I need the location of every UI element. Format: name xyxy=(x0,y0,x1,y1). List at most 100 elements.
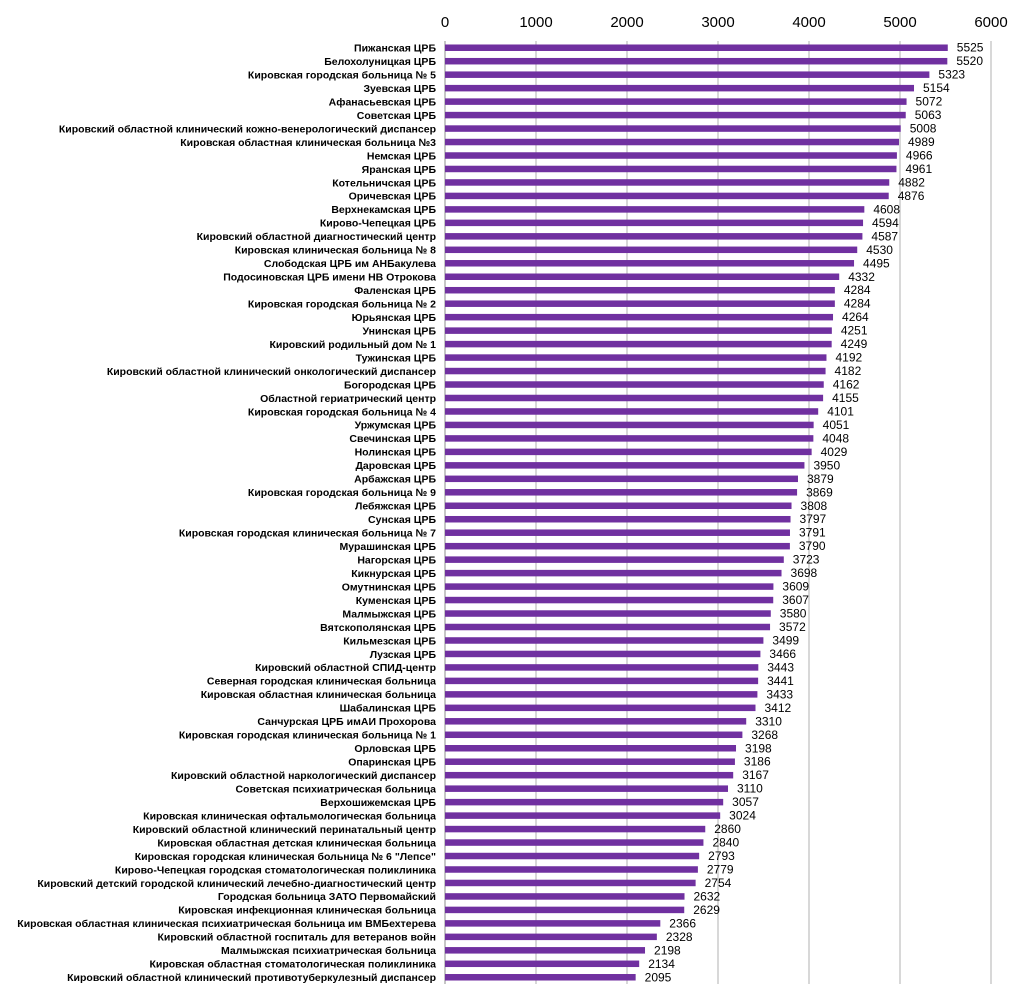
category-label: Котельничская ЦРБ xyxy=(332,177,436,189)
value-label: 2840 xyxy=(712,836,739,850)
value-label: 5154 xyxy=(923,81,950,95)
category-label: Подосиновская ЦРБ имени НВ Отрокова xyxy=(223,272,436,284)
value-label: 2629 xyxy=(693,903,720,917)
value-labels: 5525552053235154507250635008498949664961… xyxy=(645,41,984,985)
value-label: 2198 xyxy=(654,943,681,957)
category-label: Кировский областной клинический противот… xyxy=(67,972,436,984)
category-label: Богородская ЦРБ xyxy=(344,379,436,391)
bars xyxy=(445,44,948,981)
value-label: 3499 xyxy=(772,633,799,647)
category-label: Кировский областной СПИД-центр xyxy=(255,662,436,674)
value-label: 4048 xyxy=(822,431,849,445)
category-label: Фаленская ЦРБ xyxy=(354,285,436,297)
bar xyxy=(445,771,734,779)
category-label: Кирово-Чепецкая городская стоматологичес… xyxy=(115,864,436,876)
category-label: Кировский областной клинический перината… xyxy=(133,824,436,836)
value-label: 3698 xyxy=(791,566,818,580)
value-label: 3198 xyxy=(745,741,772,755)
value-label: 5520 xyxy=(956,54,983,68)
value-label: 5063 xyxy=(915,108,942,122)
bar xyxy=(445,839,704,846)
category-label: Советская психиатрическая больница xyxy=(235,783,436,795)
bar xyxy=(445,731,743,739)
category-label: Кировская областная детская клиническая … xyxy=(157,837,436,849)
category-label: Кировская городская больница № 4 xyxy=(248,406,436,418)
bar xyxy=(445,785,729,792)
value-label: 4961 xyxy=(905,162,932,176)
category-label: Белохолуницкая ЦРБ xyxy=(324,56,436,68)
value-label: 4264 xyxy=(842,310,869,324)
x-tick-label: 6000 xyxy=(974,14,1007,31)
category-label: Вятскополянская ЦРБ xyxy=(320,622,436,634)
value-label: 2793 xyxy=(708,849,735,863)
bar xyxy=(445,947,646,954)
value-label: 4051 xyxy=(823,418,850,432)
value-label: 4594 xyxy=(872,216,899,230)
bar xyxy=(445,71,930,78)
category-label: Кировская городская клиническая больница… xyxy=(135,851,436,863)
category-label: Кировская городская больница № 5 xyxy=(248,69,436,81)
category-label: Яранская ЦРБ xyxy=(362,164,437,176)
value-label: 3024 xyxy=(729,809,756,823)
bar xyxy=(445,286,835,294)
category-label: Кировский областной наркологический дисп… xyxy=(171,770,436,782)
category-label: Кировская областная стоматологическая по… xyxy=(149,959,436,971)
bar xyxy=(445,812,721,819)
category-label: Уржумская ЦРБ xyxy=(355,420,437,432)
category-label: Кировский областной клинический кожно-ве… xyxy=(59,123,436,135)
bar xyxy=(445,421,814,429)
category-label: Мурашинская ЦРБ xyxy=(340,541,437,553)
bar xyxy=(445,475,798,483)
x-tick-label: 2000 xyxy=(610,14,643,31)
category-label: Северная городская клиническая больница xyxy=(207,676,436,688)
bar xyxy=(445,233,863,240)
category-label: Кировская городская клиническая больница… xyxy=(179,528,436,540)
category-label: Сунская ЦРБ xyxy=(368,514,436,526)
category-label: Санчурская ЦРБ имАИ Прохорова xyxy=(257,716,436,728)
bar xyxy=(445,246,858,254)
category-label: Кировская городская больница № 2 xyxy=(248,298,436,310)
value-label: 5525 xyxy=(957,41,984,55)
value-label: 4192 xyxy=(835,351,862,365)
value-label: 3167 xyxy=(742,768,769,782)
bar xyxy=(445,691,758,698)
bar xyxy=(445,84,915,92)
category-label: Нолинская ЦРБ xyxy=(355,447,437,459)
value-label: 2632 xyxy=(694,889,721,903)
x-tick-label: 5000 xyxy=(883,14,916,31)
value-label: 4101 xyxy=(827,404,854,418)
category-label: Кировская инфекционная клиническая больн… xyxy=(178,905,436,917)
bar xyxy=(445,340,832,348)
category-label: Афанасьевская ЦРБ xyxy=(329,96,437,108)
bar xyxy=(445,556,784,563)
bar xyxy=(445,273,840,280)
bar xyxy=(445,637,764,644)
category-label: Кировская областная клиническая больница… xyxy=(180,137,436,149)
value-label: 4495 xyxy=(863,256,890,270)
bar xyxy=(445,960,640,968)
bar xyxy=(445,758,735,765)
bar xyxy=(445,974,636,981)
bar xyxy=(445,57,948,65)
category-label: Кирово-Чепецкая ЦРБ xyxy=(320,218,437,230)
category-label: Слободская ЦРБ им АНБакулева xyxy=(264,258,436,270)
value-label: 2366 xyxy=(669,916,696,930)
value-label: 2134 xyxy=(648,957,675,971)
category-label: Оричевская ЦРБ xyxy=(349,191,437,203)
value-label: 3412 xyxy=(764,701,791,715)
value-label: 3879 xyxy=(807,472,834,486)
value-label: 4249 xyxy=(841,337,868,351)
value-label: 4251 xyxy=(841,324,868,338)
category-label: Кировская клиническая больница № 8 xyxy=(235,245,436,257)
bar xyxy=(445,179,890,186)
category-label: Куменская ЦРБ xyxy=(356,595,437,607)
category-label: Кикнурская ЦРБ xyxy=(351,568,436,580)
bar xyxy=(445,448,812,456)
category-label: Шабалинская ЦРБ xyxy=(340,703,437,715)
value-label: 4284 xyxy=(844,297,871,311)
category-label: Кировский областной клинический онкологи… xyxy=(107,366,436,378)
value-label: 4284 xyxy=(844,283,871,297)
bar xyxy=(445,529,790,536)
category-label: Лузская ЦРБ xyxy=(370,649,437,661)
value-label: 4530 xyxy=(866,243,893,257)
